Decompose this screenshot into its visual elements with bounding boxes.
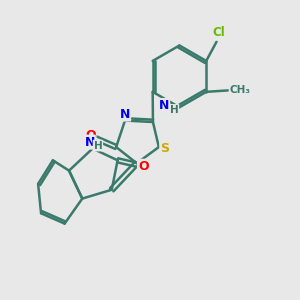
Text: O: O	[85, 129, 95, 142]
Text: N: N	[120, 108, 130, 121]
Text: S: S	[160, 142, 169, 155]
Text: H: H	[94, 141, 102, 151]
Text: H: H	[169, 105, 178, 115]
Text: O: O	[138, 160, 148, 173]
Text: N: N	[159, 99, 169, 112]
Text: N: N	[85, 136, 95, 148]
Text: CH₃: CH₃	[230, 85, 250, 95]
Text: Cl: Cl	[212, 26, 225, 40]
